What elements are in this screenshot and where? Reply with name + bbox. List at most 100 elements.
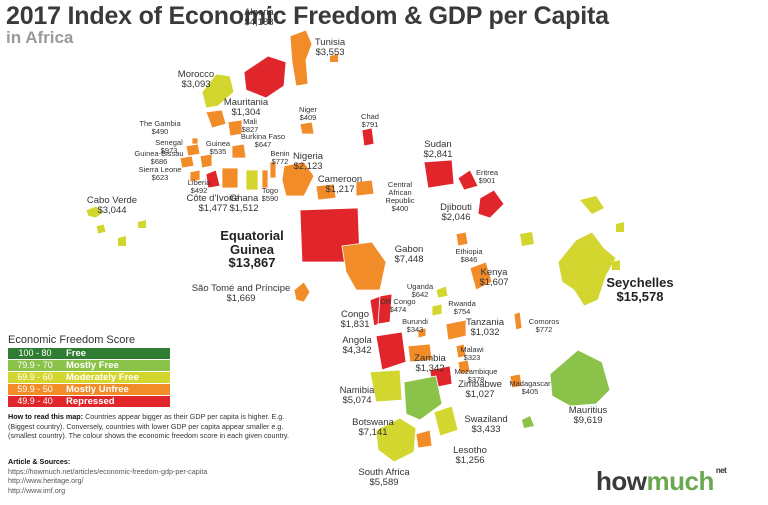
- country-label-comoros: Comoros $772: [529, 318, 559, 334]
- country-label-namibia: Namibia $5,074: [340, 386, 375, 406]
- gdp-value: $323: [463, 352, 481, 362]
- country-label-the-gambia: The Gambia $490: [139, 120, 180, 136]
- country-name: Ethiopia: [455, 247, 483, 256]
- gdp-value: $492: [190, 185, 208, 195]
- country-name: Djibouti: [440, 202, 472, 213]
- country-shape-guinea: [199, 153, 213, 169]
- island-shape-seychelles: [612, 260, 620, 270]
- gdp-value: $1,032: [470, 326, 500, 338]
- country-shape-sudan: [423, 159, 455, 189]
- country-label-chad: Chad $791: [361, 113, 379, 129]
- country-label-mauritius: Mauritius $9,619: [569, 406, 608, 426]
- gdp-value: $1,217: [325, 183, 355, 195]
- gdp-value: $3,044: [97, 204, 127, 216]
- country-name: Benin: [270, 149, 290, 158]
- gdp-value: $343: [406, 324, 424, 334]
- country-name: Liberia: [187, 178, 211, 187]
- gdp-value: $15,578: [616, 288, 664, 304]
- gdp-value: $7,448: [394, 253, 424, 265]
- how-to-heading: How to read this map:: [8, 412, 84, 421]
- country-name: Algeria: [244, 7, 274, 18]
- country-label-swaziland: Swaziland $3,433: [464, 415, 507, 435]
- logo-how: how: [596, 466, 647, 496]
- gdp-value: $490: [151, 126, 169, 136]
- legend-label: Mostly Unfree: [62, 384, 170, 395]
- country-label-central-african-republic: Central African Republic $400: [377, 181, 423, 213]
- country-label-cabo-verde: Cabo Verde $3,044: [87, 196, 137, 216]
- legend-label: Repressed: [62, 396, 170, 407]
- how-to-text: Countries appear bigger as their GDP per…: [8, 412, 289, 440]
- country-label-equatorial-guinea: Equatorial Guinea $13,867: [212, 229, 292, 270]
- gdp-value: $7,141: [358, 426, 388, 438]
- country-name: Madagascar: [509, 379, 551, 388]
- country-shape-burundi: [417, 327, 427, 339]
- country-label-mali: Mali $827: [242, 118, 259, 134]
- country-name: Guinea-Bissau: [134, 149, 184, 158]
- country-name: Guinea: [205, 139, 231, 148]
- gdp-value: $686: [150, 156, 168, 166]
- gdp-value: $3,553: [315, 46, 345, 58]
- country-label-malawi: Malawi $323: [460, 346, 483, 362]
- country-shape-guinea-bissau: [179, 155, 195, 169]
- country-name: Angola: [342, 335, 372, 346]
- how-to-read: How to read this map: Countries appear b…: [8, 412, 291, 441]
- country-label-senegal: Senegal $973: [155, 139, 183, 155]
- country-name: Sierra Leone: [138, 165, 182, 174]
- map-title: 2017 Index of Economic Freedom & GDP per…: [6, 2, 609, 30]
- legend: Economic Freedom Score 100 - 80 Free 79.9 …: [8, 334, 170, 408]
- country-shape-ethiopia: [455, 231, 469, 247]
- gdp-value: $535: [209, 146, 227, 156]
- country-label-tunisia: Tunisia $3,553: [315, 38, 345, 58]
- country-shape-burkina-faso: [231, 143, 247, 159]
- legend-item: 79.9 - 70 Mostly Free: [8, 360, 170, 371]
- gdp-value: $2,841: [423, 148, 453, 160]
- country-name: South Africa: [358, 467, 410, 478]
- gdp-value: $772: [271, 156, 289, 166]
- country-shape-cote-d-ivoire: [221, 167, 239, 189]
- gdp-value: $2,046: [441, 211, 471, 223]
- sources-heading: Article & Sources:: [8, 457, 71, 466]
- map-subtitle: in Africa: [6, 28, 74, 47]
- country-name: Sudan: [424, 139, 452, 150]
- island-shape-tunisia: [330, 54, 338, 62]
- source-link[interactable]: https://howmuch.net/articles/economic-fr…: [8, 466, 208, 476]
- gdp-value: $4,342: [342, 344, 372, 356]
- country-label-sao-tome-and-principe: São Tomé and Príncipe $1,669: [192, 284, 291, 304]
- country-label-sudan: Sudan $2,841: [423, 140, 452, 160]
- country-shape-botswana: [403, 375, 443, 421]
- country-name: Equatorial Guinea: [220, 228, 284, 257]
- gdp-value: $1,831: [340, 318, 370, 330]
- country-name: Swaziland: [464, 414, 508, 425]
- country-shape-kenya: [469, 261, 493, 291]
- country-name: Rwanda: [448, 299, 476, 308]
- country-shape-central-african-republic: [355, 179, 375, 197]
- gdp-value: $846: [460, 254, 478, 264]
- gdp-value: $13,867: [228, 255, 276, 271]
- gdp-value: $474: [389, 304, 407, 314]
- source-link[interactable]: http://www.imf.org: [8, 485, 66, 495]
- country-label-nigeria: Nigeria $2,123: [293, 152, 323, 172]
- country-name: Namibia: [339, 385, 375, 396]
- country-label-ghana: Ghana $1,512: [229, 194, 258, 214]
- country-label-angola: Angola $4,342: [342, 336, 372, 356]
- gdp-value: $1,607: [479, 276, 509, 288]
- country-label-togo: Togo $590: [262, 187, 279, 203]
- country-name: Tanzania: [465, 317, 505, 328]
- gdp-value: $1,477: [198, 202, 228, 214]
- country-shape-rwanda: [431, 303, 443, 317]
- gdp-value: $2,123: [293, 160, 323, 172]
- country-label-eritrea: Eritrea $901: [476, 169, 498, 185]
- country-shape-the-gambia: [191, 137, 199, 145]
- island-shape-seychelles: [520, 232, 534, 246]
- source-link[interactable]: http://www.heritage.org/: [8, 476, 84, 485]
- country-label-lesotho: Lesotho $1,256: [453, 446, 487, 466]
- legend-item: 69.9 - 60 Moderately Free: [8, 372, 170, 383]
- country-shape-malawi: [455, 343, 467, 359]
- gdp-value: $1,256: [455, 454, 485, 466]
- gdp-value: $647: [254, 139, 272, 149]
- gdp-value: $623: [151, 172, 169, 182]
- country-label-mozambique: Mozambique $378: [455, 368, 498, 384]
- country-label-sierra-leone: Sierra Leone $623: [139, 166, 182, 182]
- legend-item: 100 - 80 Free: [8, 348, 170, 359]
- country-label-mauritania: Mauritania $1,304: [224, 98, 268, 118]
